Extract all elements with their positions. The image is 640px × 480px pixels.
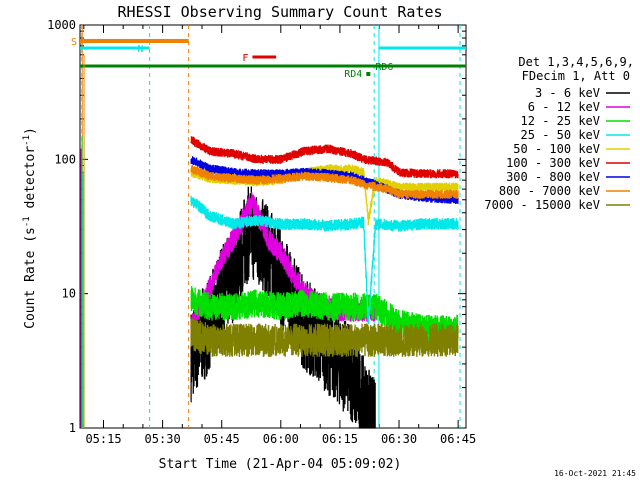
y-tick-label: 100 (54, 152, 76, 166)
series-line-7 (190, 165, 459, 199)
x-tick-label: 05:30 (145, 432, 181, 446)
flag-label-rd4: RD4 (344, 69, 362, 80)
y-axis-label-part3: ) (23, 127, 38, 135)
x-tick-label: 05:45 (204, 432, 240, 446)
x-tick-label: 06:45 (440, 432, 476, 446)
data-series (80, 54, 459, 429)
y-tick-label: 1 (69, 421, 76, 435)
plot-frame (79, 24, 467, 429)
chart-title: RHESSI Observing Summary Count Rates (117, 3, 442, 21)
series-line-5 (190, 136, 459, 179)
x-tick-label: 06:30 (381, 432, 417, 446)
y-axis-label-part2: detector (23, 146, 38, 217)
flag-label-n: N (137, 44, 143, 55)
y-tick-label: 10 (62, 287, 76, 301)
footer-timestamp: 16-Oct-2021 21:45 (554, 469, 636, 478)
series-line-3 (190, 195, 459, 325)
legend-label: 3 - 6 keV (535, 86, 600, 100)
flag-label-s: S (71, 37, 77, 48)
x-tick-label: 06:00 (263, 432, 299, 446)
x-tick-label: 05:15 (85, 432, 121, 446)
x-axis-label: Start Time (21-Apr-04 05:09:02) (159, 457, 402, 472)
x-axis: 05:15 05:30 05:45 06:00 06:15 06:30 06:45 (83, 25, 476, 446)
flag-label-f: F (242, 53, 248, 64)
legend-label: 7000 - 15000 keV (484, 198, 600, 212)
x-tick-label: 06:15 (322, 432, 358, 446)
y-axis-label-sup1: -1 (22, 216, 32, 227)
legend-header-line2: FDecim 1, Att 0 (522, 69, 630, 83)
flag-bars: S N F RD6 RD4 (71, 37, 466, 80)
flag-mark-rd4 (366, 72, 371, 76)
y-axis-label: Count Rate (s-1 detector-1) (22, 127, 38, 329)
y-tick-label: 1000 (47, 18, 76, 32)
legend-label: 100 - 300 keV (506, 156, 600, 170)
legend-label: 25 - 50 keV (521, 128, 600, 142)
y-axis-label-part1: Count Rate (s (23, 227, 38, 329)
legend-label: 6 - 12 keV (528, 100, 600, 114)
y-axis-label-sup2: -1 (22, 135, 32, 146)
legend: Det 1,3,4,5,6,9, FDecim 1, Att 0 3 - 6 k… (484, 55, 634, 212)
legend-label: 800 - 7000 keV (499, 184, 600, 198)
legend-label: 12 - 25 keV (521, 114, 600, 128)
legend-label: 50 - 100 keV (513, 142, 600, 156)
series-line-2 (190, 286, 459, 343)
legend-header-line1: Det 1,3,4,5,6,9, (518, 55, 634, 69)
series-line-8 (190, 318, 459, 357)
flag-label-rd6: RD6 (375, 62, 393, 73)
legend-label: 300 - 800 keV (506, 170, 600, 184)
